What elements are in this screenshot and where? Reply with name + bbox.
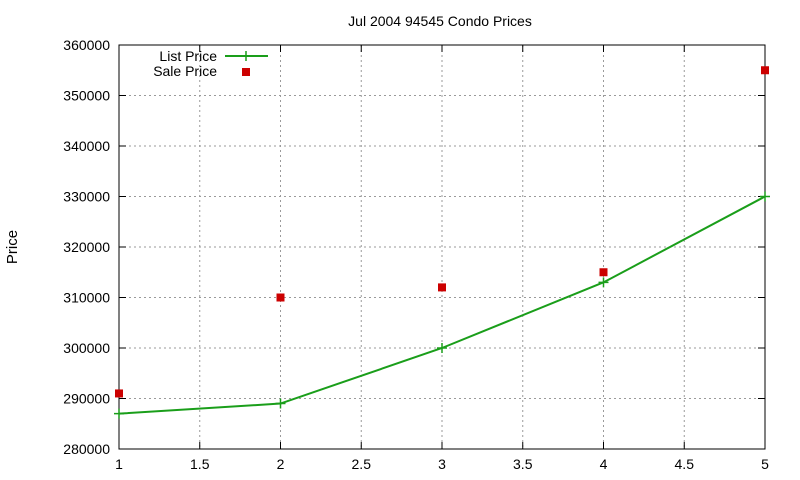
y-tick-label: 290000 xyxy=(63,391,110,407)
x-tick-label: 1.5 xyxy=(190,456,210,472)
sale-price-point xyxy=(761,66,769,75)
x-tick-label: 5 xyxy=(761,456,769,472)
y-tick-label: 360000 xyxy=(63,37,110,53)
y-tick-label: 330000 xyxy=(63,189,110,205)
sale-price-point xyxy=(438,283,446,292)
y-tick-label: 280000 xyxy=(63,441,110,457)
x-tick-label: 4 xyxy=(600,456,608,472)
sale-price-point xyxy=(599,268,608,277)
x-tick-label: 4.5 xyxy=(675,456,695,472)
x-tick-label: 2.5 xyxy=(352,456,372,472)
sale-price-point xyxy=(115,389,123,398)
chart-title: Jul 2004 94545 Condo Prices xyxy=(348,13,532,29)
x-tick-label: 1 xyxy=(115,456,123,472)
y-tick-label: 320000 xyxy=(63,239,110,255)
list-price-point xyxy=(114,408,124,419)
x-tick-label: 2 xyxy=(277,456,285,472)
legend-marker-sale-price xyxy=(242,68,250,76)
list-price-point xyxy=(760,191,770,202)
sale-price-point xyxy=(276,293,285,302)
legend-marker-list-price xyxy=(241,51,251,61)
x-tick-label: 3 xyxy=(438,456,446,472)
axis-ticks: 1 1.5 2 2.5 3 3.5 4 4.5 5 280000 290000 300000 31000… xyxy=(63,37,769,472)
y-tick-label: 350000 xyxy=(63,88,110,104)
series-layer xyxy=(114,66,770,419)
gridlines xyxy=(119,45,765,449)
legend-label-list-price: List Price xyxy=(159,48,217,64)
y-tick-label: 300000 xyxy=(63,340,110,356)
list-price-point xyxy=(275,398,286,409)
list-price-point xyxy=(598,277,609,288)
y-axis-label: Price xyxy=(4,230,21,264)
list-price-point xyxy=(437,343,447,353)
legend-label-sale-price: Sale Price xyxy=(153,63,217,79)
x-tick-label: 3.5 xyxy=(513,456,533,472)
y-tick-label: 310000 xyxy=(63,290,110,306)
y-tick-label: 340000 xyxy=(63,138,110,154)
